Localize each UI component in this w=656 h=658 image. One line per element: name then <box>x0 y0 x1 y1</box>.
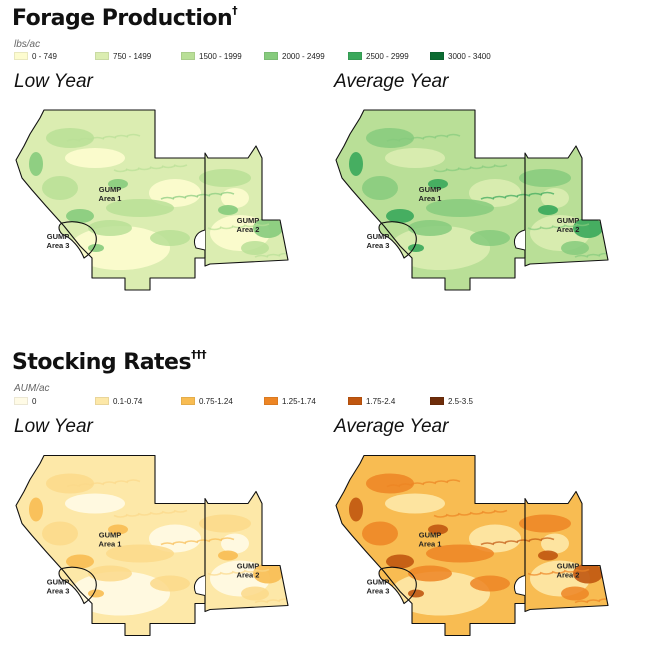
legend-label: 1.25-1.74 <box>282 396 316 406</box>
area-1-boundary <box>15 109 206 291</box>
stocking-units: AUM/ac <box>14 383 50 394</box>
legend-item: 750 - 1499 <box>95 50 151 62</box>
area-1-label-number: Area 1 <box>419 540 442 549</box>
area-3-label-name: GUMP <box>367 578 390 587</box>
area-1-label-name: GUMP <box>99 185 122 194</box>
area-3-label-name: GUMP <box>367 232 390 241</box>
area-3-boundary <box>58 566 97 605</box>
legend-swatch <box>264 397 278 405</box>
area-3-label-name: GUMP <box>47 578 70 587</box>
area-2-label-name: GUMP <box>237 216 260 225</box>
legend-label: 1.75-2.4 <box>366 396 396 406</box>
legend-label: 2500 - 2999 <box>366 51 409 61</box>
forage-average-year-title: Average Year <box>334 71 449 92</box>
area-3-boundary <box>378 221 417 259</box>
area-1-boundary <box>335 454 526 637</box>
area-3-label-number: Area 3 <box>47 241 70 250</box>
forage-low-year-title: Low Year <box>14 71 93 92</box>
legend-swatch <box>348 397 362 405</box>
legend-label: 2.5-3.5 <box>448 396 473 406</box>
legend-label: 3000 - 3400 <box>448 51 491 61</box>
map-fill <box>16 110 288 290</box>
area-2-boundary <box>524 490 609 613</box>
legend-item: 0 - 749 <box>14 50 57 62</box>
legend-swatch <box>264 52 278 60</box>
stocking-title: Stocking Rates††† <box>12 348 207 375</box>
area-2-boundary <box>204 490 289 613</box>
legend-item: 0.75-1.24 <box>181 395 233 407</box>
area-2-label-number: Area 2 <box>557 225 580 234</box>
forage-legend: 0 - 749 750 - 1499 1500 - 1999 2000 - 2499 2… <box>14 50 644 62</box>
legend-label: 0 - 749 <box>32 51 57 61</box>
area-2-label-number: Area 2 <box>237 225 260 234</box>
legend-swatch <box>14 397 28 405</box>
area-3-label-number: Area 3 <box>367 241 390 250</box>
area-1-boundary <box>15 454 206 637</box>
stocking-average-year-title: Average Year <box>334 416 449 437</box>
area-2-label-number: Area 2 <box>237 571 260 580</box>
legend-swatch <box>14 52 28 60</box>
legend-label: 1500 - 1999 <box>199 51 242 61</box>
forage-units: lbs/ac <box>14 39 41 50</box>
area-2-label-number: Area 2 <box>557 571 580 580</box>
map-fill <box>336 455 608 636</box>
legend-swatch <box>95 397 109 405</box>
legend-item: 1500 - 1999 <box>181 50 242 62</box>
legend-item: 2000 - 2499 <box>264 50 325 62</box>
area-2-label-name: GUMP <box>557 216 580 225</box>
legend-item: 1.25-1.74 <box>264 395 316 407</box>
legend-label: 750 - 1499 <box>113 51 152 61</box>
area-1-label-name: GUMP <box>419 531 442 540</box>
legend-item: 0.1-0.74 <box>95 395 142 407</box>
legend-item: 0 <box>14 395 36 407</box>
area-3-label-number: Area 3 <box>47 587 70 596</box>
legend-item: 2.5-3.5 <box>430 395 473 407</box>
legend-label: 0.75-1.24 <box>199 396 233 406</box>
area-3-boundary <box>58 221 97 259</box>
area-3-label-number: Area 3 <box>367 587 390 596</box>
area-2-boundary <box>524 145 609 267</box>
area-2-label-name: GUMP <box>557 562 580 571</box>
legend-swatch <box>430 397 444 405</box>
area-1-label-name: GUMP <box>99 531 122 540</box>
area-1-label-number: Area 1 <box>419 194 442 203</box>
area-1-label-number: Area 1 <box>99 194 122 203</box>
area-3-label-name: GUMP <box>47 232 70 241</box>
legend-label: 0 <box>32 396 37 406</box>
stocking-legend: 0 0.1-0.74 0.75-1.24 1.25-1.74 1.75-2.4 2.5-3… <box>14 395 644 407</box>
legend-label: 0.1-0.74 <box>113 396 143 406</box>
map-fill <box>336 110 608 290</box>
area-1-label-name: GUMP <box>419 185 442 194</box>
forage-title: Forage Production† <box>12 4 238 31</box>
legend-item: 1.75-2.4 <box>348 395 395 407</box>
map-fill <box>16 455 288 636</box>
legend-swatch <box>181 52 195 60</box>
legend-swatch <box>430 52 444 60</box>
legend-label: 2000 - 2499 <box>282 51 325 61</box>
stocking-low-year-title: Low Year <box>14 416 93 437</box>
legend-swatch <box>95 52 109 60</box>
legend-item: 3000 - 3400 <box>430 50 491 62</box>
area-3-boundary <box>378 566 417 605</box>
area-2-label-name: GUMP <box>237 562 260 571</box>
legend-swatch <box>181 397 195 405</box>
legend-swatch <box>348 52 362 60</box>
area-1-label-number: Area 1 <box>99 540 122 549</box>
area-2-boundary <box>204 145 289 267</box>
legend-item: 2500 - 2999 <box>348 50 409 62</box>
area-1-boundary <box>335 109 526 291</box>
